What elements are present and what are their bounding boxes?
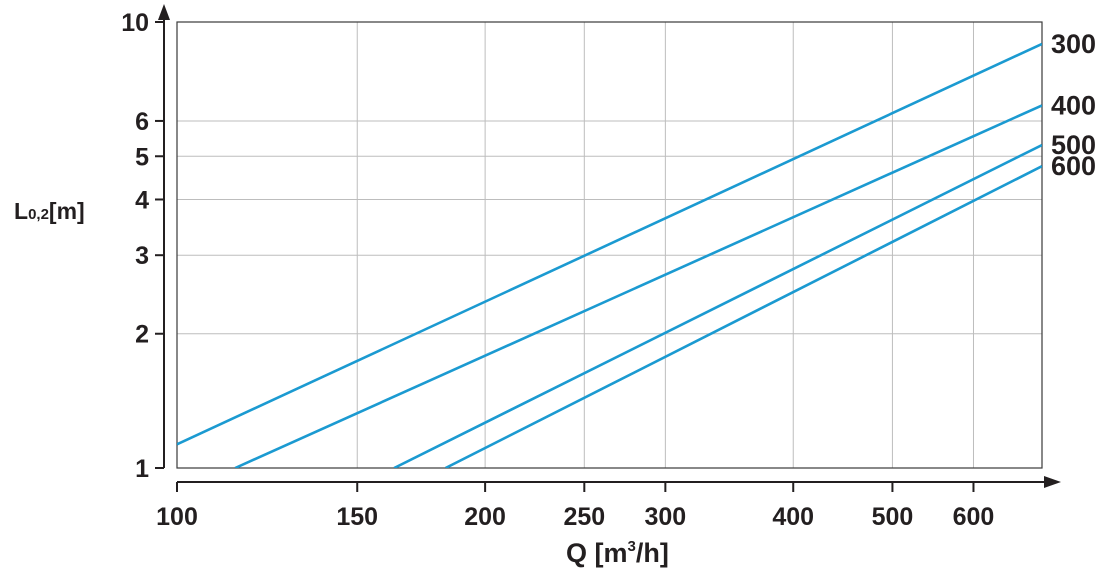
series-line-500 [393,143,1042,468]
x-axis-title-main: Q [m [566,538,628,568]
x-tick-label: 200 [464,503,506,531]
y-axis-arrow [158,4,170,20]
y-axis-title-main: L [14,198,28,224]
y-tick-label: 2 [135,321,149,349]
x-axis-title-end: /h] [636,538,669,568]
x-tick-label: 150 [336,503,378,531]
x-tick-label: 600 [953,503,995,531]
x-axis-arrow [1044,476,1061,488]
y-axis-title-sub: 0,2 [28,206,49,223]
series-lines [177,42,1042,468]
plot-area-frame [176,21,1043,469]
x-axis-title: Q [m3/h] [566,538,669,568]
y-tick-label: 6 [135,108,149,136]
series-line-300 [177,42,1042,446]
x-tick-label: 250 [563,503,605,531]
series-line-400 [234,104,1042,468]
y-ticks: 1 2 3 4 5 6 10 [121,9,164,483]
x-tick-label: 100 [156,503,198,531]
x-tick-label: 300 [644,503,686,531]
y-axis-title: L0,2[m] [14,198,85,224]
y-tick-label: 10 [121,9,149,37]
y-tick-label: 5 [135,143,149,171]
y-axis-title-end: [m] [49,198,85,224]
x-axis-title-sup: 3 [628,538,636,555]
y-tick-label: 4 [135,186,149,214]
grid [176,22,1042,468]
x-tick-label: 500 [872,503,914,531]
series-label-300: 300 [1051,29,1096,59]
series-line-600 [445,165,1042,468]
y-tick-label: 3 [135,242,149,270]
series-label-400: 400 [1051,90,1096,120]
x-tick-label: 400 [772,503,814,531]
x-ticks: 100 150 200 250 300 400 500 600 [156,482,994,531]
axes [158,4,1061,488]
series-label-500: 500 [1051,130,1096,160]
y-tick-label: 1 [135,455,149,483]
series-label-600: 600 [1051,151,1096,181]
